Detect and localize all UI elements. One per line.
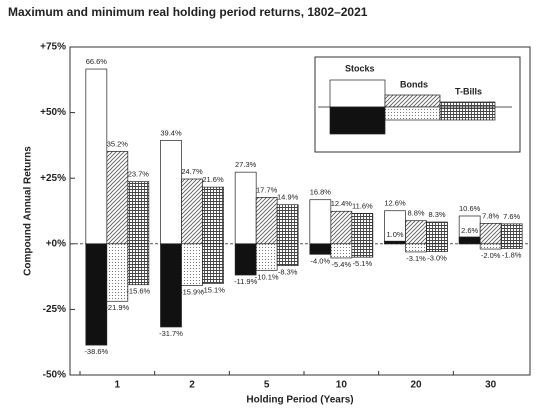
bar <box>479 243 502 250</box>
value-label: -5.1% <box>353 259 373 268</box>
x-tick-label: 30 <box>485 380 497 391</box>
value-label: 7.8% <box>482 211 499 220</box>
bar <box>85 68 108 245</box>
value-label: 12.4% <box>331 199 353 208</box>
value-label: -10.1% <box>255 272 279 281</box>
y-tick-label: +75% <box>40 42 66 53</box>
y-tick-label: +0% <box>46 238 66 249</box>
bar <box>309 243 332 255</box>
bar <box>106 243 129 302</box>
bar <box>405 220 427 245</box>
value-label: 16.8% <box>310 188 332 197</box>
value-label: 23.7% <box>128 170 150 179</box>
value-label: -21.9% <box>105 303 129 312</box>
y-axis-label: Compound Annual Returns <box>23 146 34 276</box>
y-tick-label: +25% <box>40 173 66 184</box>
value-label: -15.6% <box>126 287 150 296</box>
value-label: -8.3% <box>278 268 298 277</box>
x-axis-label: Holding Period (Years) <box>246 395 353 406</box>
bar <box>181 178 203 245</box>
value-label: 35.2% <box>107 139 129 148</box>
legend-label: Bonds <box>400 79 428 89</box>
y-tick-label: -25% <box>43 304 66 315</box>
legend-label: Stocks <box>345 63 375 73</box>
value-label: -11.9% <box>234 277 258 286</box>
bar <box>479 222 502 245</box>
bar <box>500 223 523 245</box>
value-label: -5.4% <box>332 260 352 269</box>
bar <box>127 243 150 286</box>
value-label: -3.0% <box>427 254 447 263</box>
bar <box>160 140 182 245</box>
bar <box>405 243 427 253</box>
value-label: 8.8% <box>407 209 424 218</box>
bar <box>426 221 448 245</box>
plot-frame <box>69 46 531 376</box>
x-tick-label: 1 <box>115 380 121 391</box>
bar <box>106 151 129 245</box>
bar <box>330 243 353 259</box>
bar <box>181 243 203 286</box>
value-label: -15.9% <box>180 288 204 297</box>
legend-swatch <box>384 94 441 108</box>
value-label: 11.6% <box>352 201 373 210</box>
value-label: 14.9% <box>277 193 299 202</box>
value-label: -31.7% <box>159 329 183 338</box>
bar <box>458 236 481 245</box>
value-label: -15.1% <box>201 285 225 294</box>
value-label: 27.3% <box>235 160 257 169</box>
bar <box>276 204 299 245</box>
value-label: 10.6% <box>459 204 481 213</box>
bar <box>202 243 224 284</box>
legend-swatch <box>439 106 496 121</box>
bar <box>255 243 278 271</box>
bar <box>127 181 150 245</box>
value-label: 2.6% <box>461 226 478 235</box>
value-label: 7.6% <box>503 212 520 221</box>
value-label: 17.7% <box>256 185 278 194</box>
value-label: 24.7% <box>181 167 203 176</box>
value-label: -4.0% <box>311 256 331 265</box>
value-label: -1.8% <box>502 251 522 260</box>
bar <box>276 243 299 266</box>
value-label: 39.4% <box>160 128 182 137</box>
x-tick-label: 2 <box>189 380 195 391</box>
bar <box>85 243 108 346</box>
bar <box>351 243 374 258</box>
value-label: 66.6% <box>86 57 108 66</box>
legend-swatch <box>439 101 496 108</box>
bar <box>500 243 523 249</box>
x-tick-label: 5 <box>264 380 270 391</box>
chart-title: Maximum and minimum real holding period … <box>8 5 368 19</box>
value-label: -3.1% <box>406 254 426 263</box>
x-tick-label: 10 <box>336 380 348 391</box>
bar <box>426 243 448 253</box>
value-label: 21.6% <box>202 175 224 184</box>
value-label: -2.0% <box>481 251 501 260</box>
value-label: -38.6% <box>84 347 108 356</box>
value-label: 8.3% <box>428 210 445 219</box>
value-label: 12.6% <box>384 199 406 208</box>
y-tick-label: -50% <box>43 370 66 381</box>
legend-swatch <box>329 79 386 108</box>
bar <box>255 197 278 245</box>
bar <box>309 199 332 245</box>
bar <box>234 171 257 245</box>
legend-label: T-Bills <box>455 86 482 96</box>
bar <box>330 210 353 245</box>
y-tick-label: +50% <box>40 107 66 118</box>
legend-swatch <box>329 106 386 135</box>
x-tick-label: 20 <box>410 380 422 391</box>
value-label: 1.0% <box>386 230 403 239</box>
bar <box>351 213 374 245</box>
legend-swatch <box>384 106 441 121</box>
bar <box>160 243 182 328</box>
bar <box>202 186 224 245</box>
bar <box>234 243 257 276</box>
bar <box>384 240 406 245</box>
